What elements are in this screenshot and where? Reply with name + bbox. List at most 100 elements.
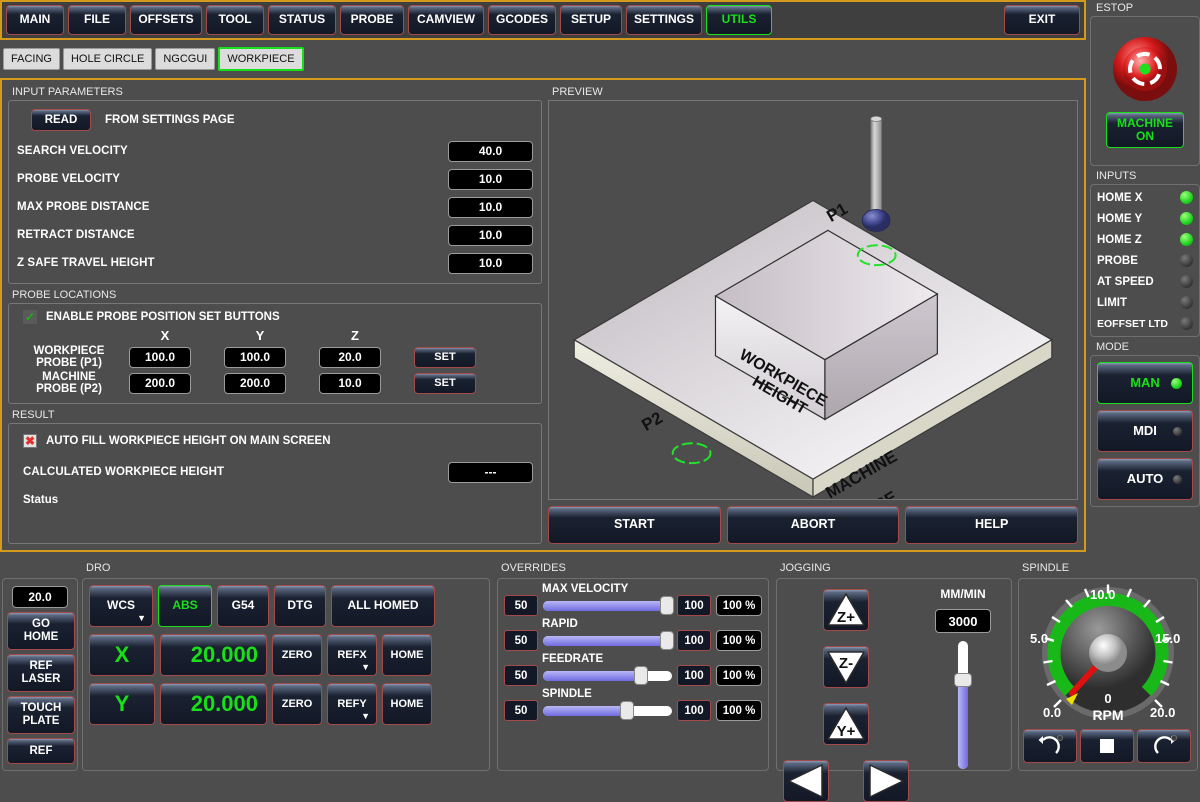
jog-y-plus-button[interactable]: Y+ [823, 703, 869, 745]
start-button[interactable]: START [548, 506, 721, 544]
spindle-ccw-button[interactable] [1023, 729, 1077, 763]
spindle-stop-button[interactable] [1080, 729, 1134, 763]
input-limit: LIMIT [1091, 292, 1199, 313]
tab-settings[interactable]: SETTINGS [626, 5, 702, 35]
mode-button-auto[interactable]: AUTO [1097, 458, 1193, 500]
probe-locations-panel: ✓ ENABLE PROBE POSITION SET BUTTONS X Y … [8, 303, 542, 405]
spindle-min[interactable]: 50 [504, 700, 538, 721]
tab-label: GCODES [495, 12, 548, 27]
param-value: 10.0 [478, 200, 503, 214]
param-label: RETRACT DISTANCE [17, 229, 135, 241]
jog-x-minus-button[interactable] [783, 760, 829, 802]
spindle-max[interactable]: 100 [677, 700, 711, 721]
slider-knob[interactable] [634, 666, 649, 685]
jog-x-plus-button[interactable] [863, 760, 909, 802]
ref-laser-button[interactable]: REF LASER [7, 654, 75, 692]
abort-button[interactable]: ABORT [726, 506, 900, 544]
read-button[interactable]: READ [31, 109, 91, 131]
feedrate-max[interactable]: 100 [677, 665, 711, 686]
p2-set-button[interactable]: SET [414, 372, 476, 394]
p1-set-button[interactable]: SET [414, 346, 476, 368]
spindle-slider[interactable] [543, 701, 672, 720]
dro-value-x[interactable]: 20.000 [160, 634, 267, 676]
tab-camview[interactable]: CAMVIEW [408, 5, 484, 35]
g54-button[interactable]: G54 [217, 585, 269, 627]
rapid-min[interactable]: 50 [504, 630, 538, 651]
retract-distance-field[interactable]: 10.0 [448, 224, 533, 246]
max-velocity-max[interactable]: 100 [677, 595, 711, 616]
subtab-workpiece[interactable]: WORKPIECE [218, 47, 304, 71]
tab-tool[interactable]: TOOL [206, 5, 264, 35]
abs-button[interactable]: ABS [158, 585, 212, 627]
p1-z-field[interactable]: 20.0 [319, 346, 381, 368]
dro-home-y-button[interactable]: HOME [382, 683, 432, 725]
rapid-max[interactable]: 100 [677, 630, 711, 651]
tab-gcodes[interactable]: GCODES [488, 5, 556, 35]
input-label: HOME Y [1097, 212, 1143, 225]
dro-refx-button[interactable]: REFX ▼ [327, 634, 377, 676]
dro-axis-row-x: X 20.000 ZERO REFX ▼ HOME [89, 634, 483, 676]
enable-probe-set-checkbox[interactable]: ✓ [23, 310, 37, 324]
tab-probe[interactable]: PROBE [340, 5, 404, 35]
mode-led [1171, 377, 1182, 389]
tab-setup[interactable]: SETUP [560, 5, 622, 35]
wcs-button[interactable]: WCS ▼ [89, 585, 153, 627]
p2-z-field[interactable]: 10.0 [319, 372, 381, 394]
tab-file[interactable]: FILE [68, 5, 126, 35]
tab-offsets[interactable]: OFFSETS [130, 5, 202, 35]
rapid-slider[interactable] [543, 631, 674, 650]
jog-z-plus-button[interactable]: Z+ [823, 589, 869, 631]
subtab-facing[interactable]: FACING [3, 48, 60, 70]
tab-status[interactable]: STATUS [268, 5, 336, 35]
machine-on-button[interactable]: MACHINE ON [1106, 112, 1184, 148]
dro-zero-x-button[interactable]: ZERO [272, 634, 322, 676]
slider-knob[interactable] [954, 673, 972, 687]
spindle-cw-button[interactable] [1137, 729, 1191, 763]
all-homed-button[interactable]: ALL HOMED [331, 585, 435, 627]
p2-x-field[interactable]: 200.0 [129, 372, 191, 394]
p1-x-field[interactable]: 100.0 [129, 346, 191, 368]
subtab-ngcgui[interactable]: NGCGUI [155, 48, 216, 70]
probe-velocity-field[interactable]: 10.0 [448, 168, 533, 190]
exit-button[interactable]: EXIT [1004, 5, 1080, 35]
mode-button-mdi[interactable]: MDI [1097, 410, 1193, 452]
jog-rate-slider[interactable] [954, 641, 972, 769]
estop-button-icon[interactable] [1110, 34, 1180, 104]
dro-zero-y-button[interactable]: ZERO [272, 683, 322, 725]
ref-button[interactable]: REF [7, 738, 75, 764]
result-panel: ✖ AUTO FILL WORKPIECE HEIGHT ON MAIN SCR… [8, 423, 542, 544]
max-velocity-min[interactable]: 50 [504, 595, 538, 616]
enable-probe-set-row[interactable]: ✓ ENABLE PROBE POSITION SET BUTTONS [9, 304, 541, 328]
max-probe-distance-field[interactable]: 10.0 [448, 196, 533, 218]
mode-button-man[interactable]: MAN [1097, 362, 1193, 404]
feedrate-min[interactable]: 50 [504, 665, 538, 686]
autofill-checkbox[interactable]: ✖ [23, 434, 37, 449]
p2-y-field[interactable]: 200.0 [224, 372, 286, 394]
autofill-row[interactable]: ✖ AUTO FILL WORKPIECE HEIGHT ON MAIN SCR… [9, 428, 541, 452]
jog-z-minus-button[interactable]: Z- [823, 646, 869, 688]
tab-main[interactable]: MAIN [6, 5, 64, 35]
dro-axis-label-y[interactable]: Y [89, 683, 155, 725]
help-button[interactable]: HELP [905, 506, 1079, 544]
slider-knob[interactable] [619, 701, 634, 720]
touch-plate-button[interactable]: TOUCH PLATE [7, 696, 75, 734]
dro-refy-button[interactable]: REFY ▼ [327, 683, 377, 725]
z-safe-travel-height-field[interactable]: 10.0 [448, 252, 533, 274]
slider-knob[interactable] [659, 596, 674, 615]
max-velocity-slider[interactable] [543, 596, 674, 615]
jog-increment-field[interactable]: 20.0 [12, 586, 68, 608]
feedrate-slider[interactable] [543, 666, 672, 685]
subtab-hole-circle[interactable]: HOLE CIRCLE [62, 48, 153, 70]
search-velocity-field[interactable]: 40.0 [448, 140, 533, 162]
dro-home-x-button[interactable]: HOME [382, 634, 432, 676]
input-label: HOME X [1097, 191, 1143, 204]
max-value: 100 [684, 704, 704, 717]
p1-y-field[interactable]: 100.0 [224, 346, 286, 368]
tab-utils[interactable]: UTILS [706, 5, 772, 35]
go-home-button[interactable]: GO HOME [7, 612, 75, 650]
jog-rate-field[interactable]: 3000 [935, 609, 991, 633]
dro-axis-label-x[interactable]: X [89, 634, 155, 676]
slider-knob[interactable] [659, 631, 674, 650]
dtg-button[interactable]: DTG [274, 585, 326, 627]
dro-value-y[interactable]: 20.000 [160, 683, 267, 725]
